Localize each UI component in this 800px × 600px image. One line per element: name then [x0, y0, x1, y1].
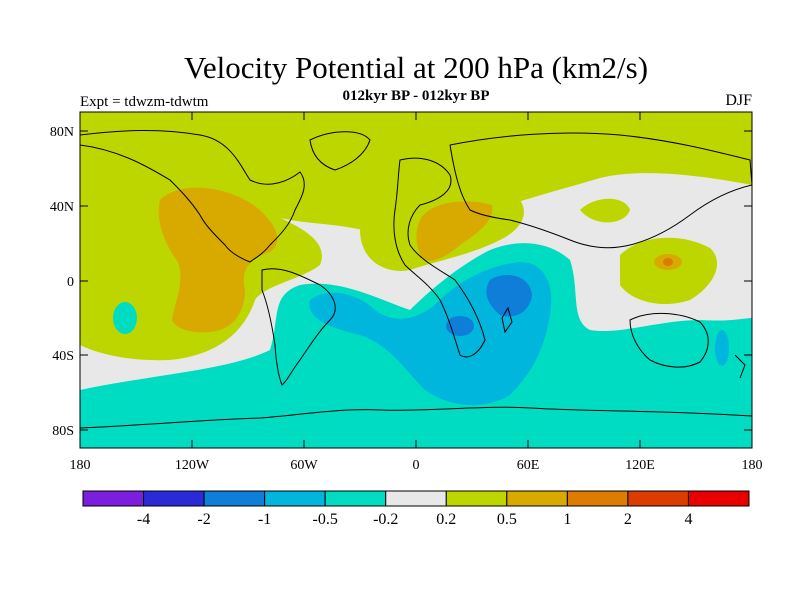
colorbar-swatch: [566, 490, 629, 507]
colorbar-swatch: [82, 490, 145, 507]
colorbar-label: 1: [563, 511, 571, 528]
field-negative-australia: [715, 330, 729, 366]
field-positive-strong-americas: [158, 187, 278, 333]
colorbar: [82, 490, 750, 507]
colorbar-label: 2: [624, 511, 632, 528]
field-positive-strong-africa: [416, 201, 493, 261]
colorbar-swatch: [203, 490, 266, 507]
lat-label: 40N: [50, 200, 74, 215]
colorbar-swatch: [627, 490, 689, 507]
lat-label: 0: [67, 275, 74, 290]
colorbar-swatch: [385, 490, 447, 507]
colorbar-swatch: [143, 490, 205, 507]
colorbar-swatch: [687, 490, 750, 507]
longitude-labels: 180 120W 60W 0 60E 120E 180: [70, 458, 763, 473]
coast-asia: [449, 132, 752, 249]
coast-south-america: [261, 268, 336, 386]
colorbar-label: 0.5: [497, 511, 517, 528]
colorbar-label: -4: [137, 511, 150, 528]
season-label: DJF: [725, 92, 752, 109]
colorbar-swatch: [506, 490, 568, 507]
coast-europe-africa: [393, 157, 486, 358]
lon-label: 60E: [517, 458, 540, 473]
colorbar-label: -1: [258, 511, 271, 528]
colorbar-label: 4: [684, 511, 692, 528]
coastlines: [80, 129, 752, 429]
coast-north-america: [80, 129, 305, 263]
map-subtitle: 012kyr BP - 012kyr BP: [342, 88, 490, 104]
contour-field: [80, 112, 752, 448]
field-negative-strong-south: [446, 316, 474, 336]
lon-label: 120E: [625, 458, 655, 473]
latitude-labels: 80N 40N 0 40S 80S: [50, 125, 74, 439]
coast-greenland: [309, 131, 371, 171]
colorbar-swatch: [445, 490, 508, 507]
coast-new-zealand: [734, 354, 746, 379]
colorbar-label: -0.2: [373, 511, 398, 528]
field-negative-strong: [486, 275, 532, 317]
colorbar-label: -2: [197, 511, 210, 528]
field-positive-east-asia: [620, 237, 718, 305]
coast-australia: [629, 312, 709, 368]
lon-label: 0: [413, 458, 420, 473]
lon-label: 180: [70, 458, 91, 473]
field-positive-central-asia: [580, 198, 630, 223]
field-negative-east-pacific: [113, 302, 137, 334]
coast-madagascar: [501, 306, 513, 334]
colorbar-swatch: [324, 490, 387, 507]
lat-label: 80S: [52, 424, 74, 439]
lat-label: 40S: [52, 349, 74, 364]
experiment-label: Expt = tdwzm-tdwtm: [80, 94, 209, 110]
longitude-axis: [79, 112, 753, 448]
colorbar-label: 0.2: [436, 511, 456, 528]
colorbar-labels: -4 -2 -1 -0.5 -0.2 0.2 0.5 1 2 4: [137, 511, 693, 528]
lon-label: 180: [742, 458, 763, 473]
lat-label: 80N: [50, 125, 74, 140]
lon-label: 120W: [175, 458, 210, 473]
latitude-axis: [80, 130, 752, 431]
map-title: Velocity Potential at 200 hPa (km2/s): [183, 50, 649, 85]
coast-antarctica: [80, 406, 752, 429]
colorbar-label: -0.5: [313, 511, 338, 528]
field-positive-peak-pacific: [663, 258, 673, 266]
colorbar-swatch: [264, 490, 326, 507]
lon-label: 60W: [290, 458, 318, 473]
